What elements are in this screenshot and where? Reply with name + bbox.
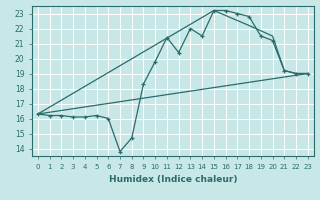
X-axis label: Humidex (Indice chaleur): Humidex (Indice chaleur) xyxy=(108,175,237,184)
